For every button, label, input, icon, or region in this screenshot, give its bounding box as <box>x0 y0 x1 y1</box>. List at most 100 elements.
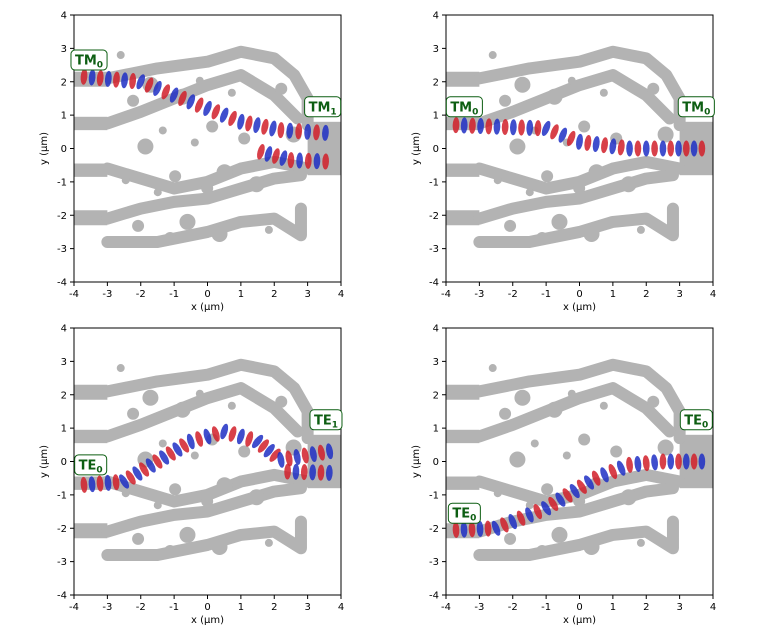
field-lobe <box>500 517 509 533</box>
design-region <box>636 538 645 547</box>
field-lobe <box>203 100 212 116</box>
x-tick-label: -4 <box>441 602 451 613</box>
y-tick-label: 4 <box>433 324 439 335</box>
design-region <box>127 407 140 420</box>
mode-name: TE <box>684 413 702 428</box>
y-tick-label: 1 <box>61 111 67 122</box>
field-lobe <box>264 146 273 162</box>
x-tick-label: 2 <box>643 289 649 300</box>
field-lobe <box>152 454 163 469</box>
y-tick-label: -3 <box>429 557 439 568</box>
design-region <box>546 88 563 105</box>
field-lobe <box>562 488 573 503</box>
mode-label: TM0 <box>682 100 710 117</box>
field-lobe <box>211 104 221 120</box>
design-region <box>578 433 591 446</box>
design-region <box>101 382 304 443</box>
mode-label-box <box>74 454 108 476</box>
field-lobe <box>119 474 130 489</box>
design-region <box>216 164 233 181</box>
design-region <box>620 176 637 193</box>
y-tick-label: -3 <box>429 244 439 255</box>
y-tick-label: 0 <box>61 457 67 468</box>
field-lobe <box>309 464 316 481</box>
design-region <box>488 364 497 373</box>
field-lobe <box>153 80 162 96</box>
design-region <box>567 76 576 85</box>
field-lobe <box>257 439 270 453</box>
field-lobe <box>292 463 300 480</box>
design-region <box>493 176 502 185</box>
design-region <box>551 526 568 543</box>
y-tick-label: 3 <box>433 357 439 368</box>
field-lobe <box>608 463 618 480</box>
x-tick-label: 4 <box>338 289 344 300</box>
field-lobe <box>675 453 682 470</box>
design-region <box>583 225 600 242</box>
field-lobe <box>286 122 294 139</box>
field-lobe <box>555 492 566 507</box>
field-lobe <box>179 438 190 453</box>
waveguide <box>74 210 108 226</box>
field-lobe <box>690 453 698 470</box>
design-region <box>488 51 497 60</box>
design-region <box>116 51 125 60</box>
field-lobe <box>600 467 609 483</box>
mode-label-box <box>445 96 483 118</box>
y-tick-label: -2 <box>57 524 67 535</box>
x-tick-label: 1 <box>238 602 244 613</box>
field-lobe <box>300 464 308 481</box>
y-tick-label: -2 <box>57 211 67 222</box>
field-lobe <box>253 117 261 134</box>
waveguide <box>74 523 108 539</box>
field-lobe <box>104 474 112 491</box>
mode-label-box <box>677 96 715 118</box>
design-region <box>164 231 177 244</box>
design-region <box>101 468 314 508</box>
y-tick-label: -2 <box>429 211 439 222</box>
field-lobe <box>80 68 88 85</box>
mode-label: TE0 <box>452 507 476 524</box>
waveguide <box>74 429 108 444</box>
waveguide <box>446 476 480 490</box>
x-tick-label: -4 <box>69 602 79 613</box>
design-region <box>578 120 591 133</box>
design-region <box>142 389 159 406</box>
field-lobe <box>228 426 237 442</box>
field-lobe <box>651 454 659 471</box>
x-tick-label: -3 <box>474 602 484 613</box>
field-lobe <box>228 110 237 127</box>
y-tick-label: 1 <box>433 111 439 122</box>
x-tick-label: -3 <box>474 289 484 300</box>
mode-index: 1 <box>330 107 336 117</box>
mode-label: TM0 <box>450 100 478 117</box>
design-region <box>636 225 645 234</box>
x-tick-label: 4 <box>710 602 716 613</box>
field-lobe <box>584 134 592 151</box>
mode-label-box <box>70 49 108 71</box>
field-lobe <box>304 152 312 169</box>
x-axis-label: x (µm) <box>191 615 224 626</box>
design-region <box>536 231 549 244</box>
design-region <box>599 401 608 410</box>
field-lobe <box>219 107 229 123</box>
field-lobe <box>634 456 642 472</box>
y-tick-label: 2 <box>61 77 67 88</box>
x-tick-label: 2 <box>643 602 649 613</box>
design-region <box>525 188 534 197</box>
design-region <box>599 88 608 97</box>
design-region <box>101 358 314 445</box>
field-lobe <box>642 140 650 157</box>
design-region <box>179 213 196 230</box>
design-region <box>573 495 586 508</box>
y-tick-label: 3 <box>61 44 67 55</box>
field-lobe <box>121 72 128 89</box>
field-lobe <box>313 153 321 170</box>
mode-name: TM <box>682 100 704 115</box>
design-region <box>546 401 563 418</box>
design-region <box>541 170 554 183</box>
design-region <box>121 489 130 498</box>
field-lobe <box>558 127 568 143</box>
design-region <box>264 225 273 234</box>
x-tick-label: -4 <box>441 289 451 300</box>
